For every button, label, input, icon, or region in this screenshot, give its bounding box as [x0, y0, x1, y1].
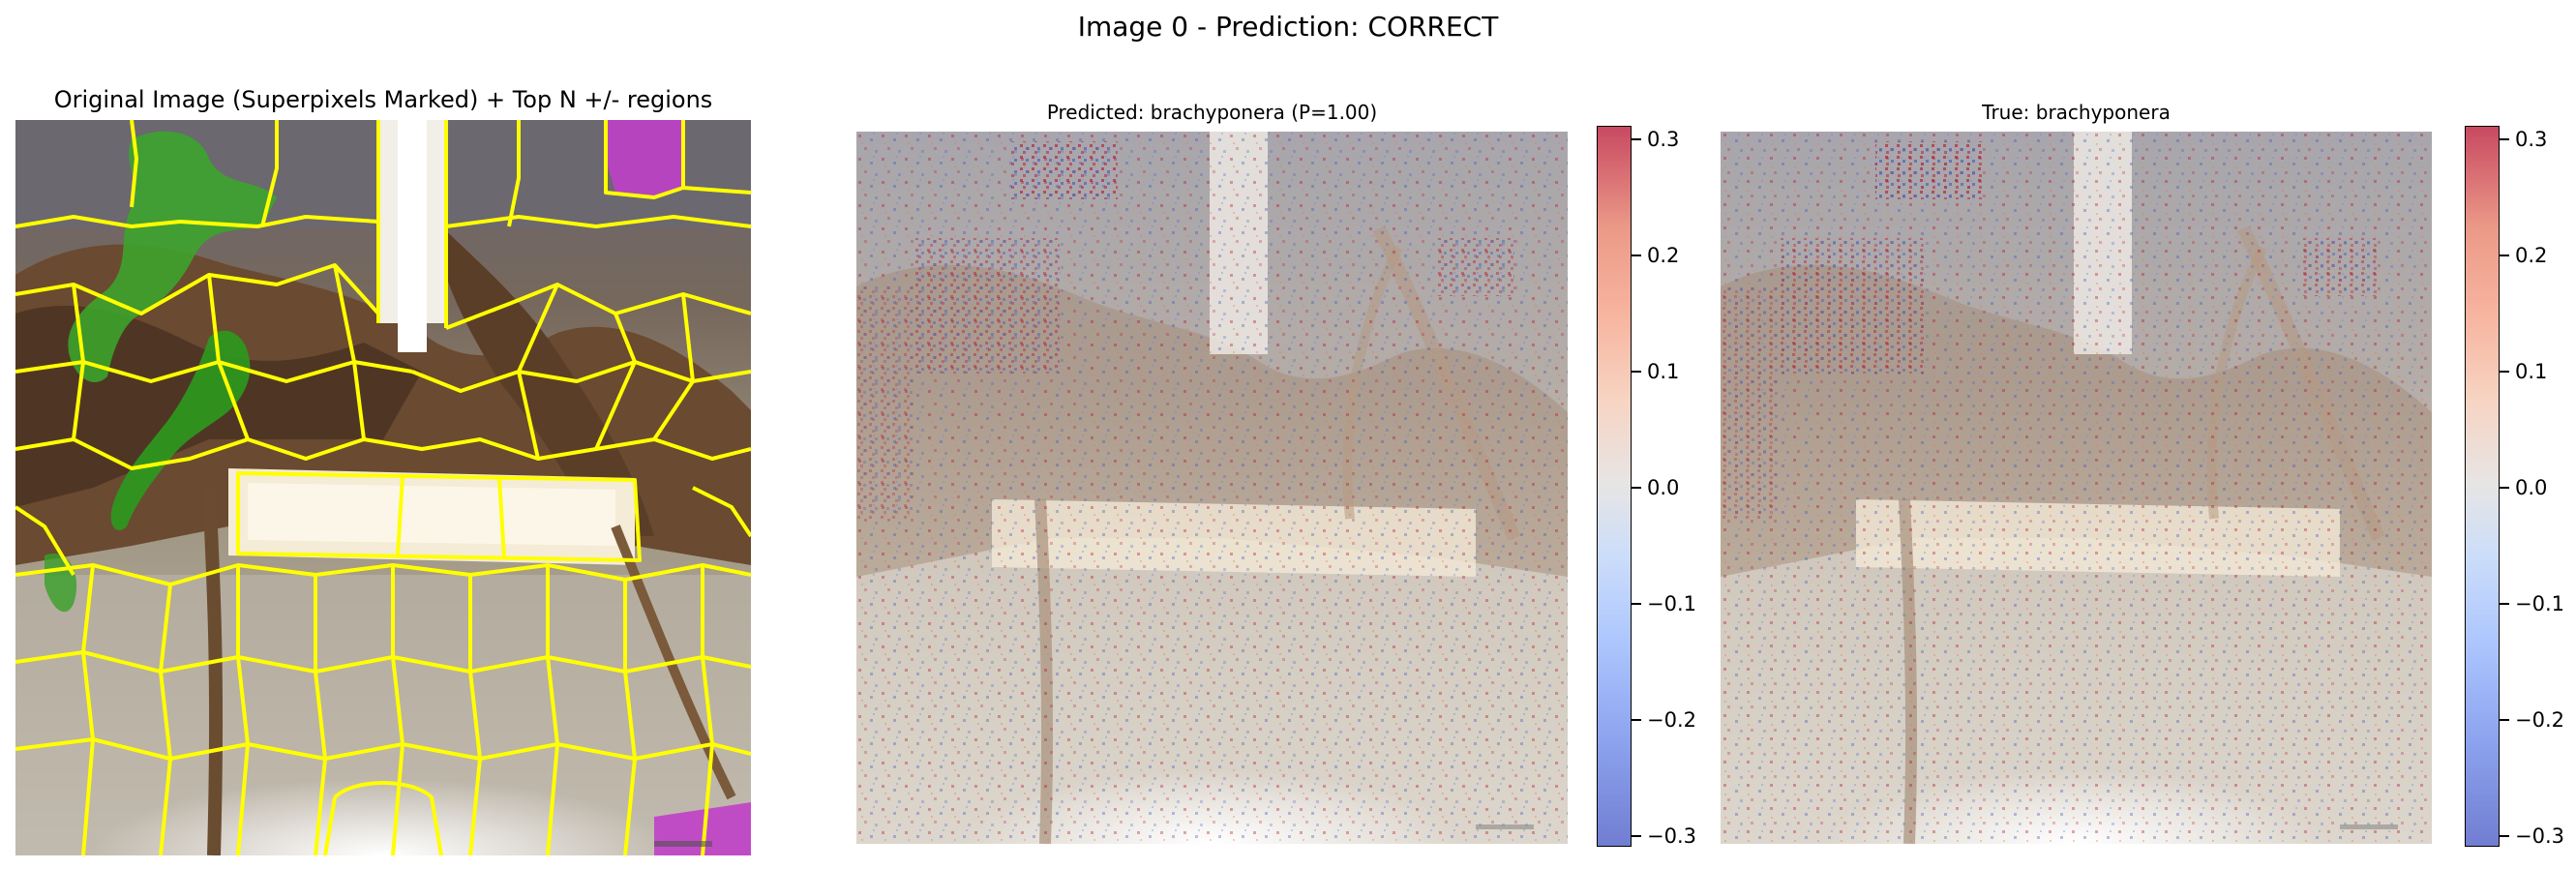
- colorbar-true: [2465, 126, 2500, 847]
- panel-title-true: True: brachyponera: [1982, 101, 2171, 124]
- predicted-heatmap: [856, 132, 1568, 844]
- cb2-tick-0.1: 0.1: [2515, 360, 2548, 383]
- cb1-tick-0.3: 0.3: [1647, 128, 1680, 151]
- cb1-tick-neg-0.2: −0.2: [1647, 708, 1696, 732]
- cb1-tick-0.1: 0.1: [1647, 360, 1680, 383]
- cb2-tick-neg-0.1: −0.1: [2515, 592, 2564, 615]
- true-heatmap: [1721, 132, 2432, 844]
- cb2-tick-0.2: 0.2: [2515, 244, 2548, 267]
- superpixel-image: [15, 120, 751, 855]
- colorbar-predicted: [1597, 126, 1632, 847]
- cb2-tick-0.0: 0.0: [2515, 476, 2548, 499]
- panel-title-original: Original Image (Superpixels Marked) + To…: [53, 86, 713, 113]
- panel-title-predicted: Predicted: brachyponera (P=1.00): [1046, 101, 1378, 124]
- cb1-tick-0.2: 0.2: [1647, 244, 1680, 267]
- cb2-tick-neg-0.3: −0.3: [2515, 824, 2564, 848]
- figure-title: Image 0 - Prediction: CORRECT: [1077, 11, 1499, 43]
- cb1-tick-neg-0.3: −0.3: [1647, 824, 1696, 848]
- cb1-tick-neg-0.1: −0.1: [1647, 592, 1696, 615]
- cb1-tick-0.0: 0.0: [1647, 476, 1680, 499]
- cb2-tick-neg-0.2: −0.2: [2515, 708, 2564, 732]
- cb2-tick-0.3: 0.3: [2515, 128, 2548, 151]
